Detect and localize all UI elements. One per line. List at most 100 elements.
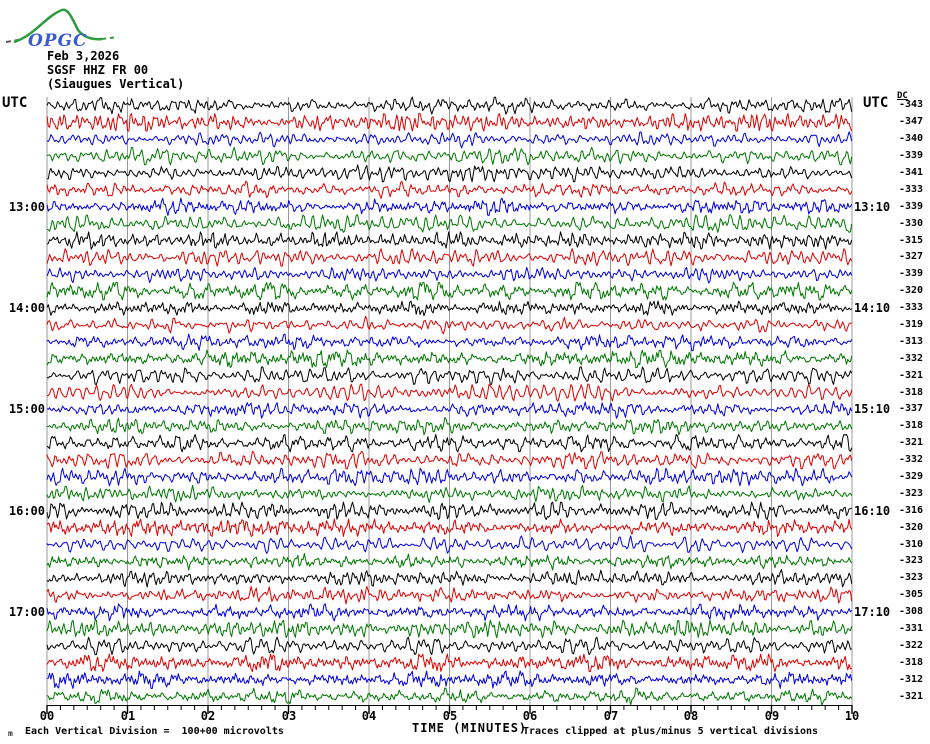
dc-value: -339: [899, 268, 924, 279]
seismogram-trace: [46, 603, 853, 622]
minute-label: 00: [39, 709, 55, 723]
seismogram-trace: [46, 518, 853, 537]
time-axis-title: TIME (MINUTES): [412, 721, 528, 735]
seismogram-trace: [46, 484, 853, 504]
seismogram-trace: [46, 687, 853, 706]
dc-value: -329: [899, 471, 924, 482]
dc-value: -331: [899, 623, 924, 634]
seismogram-trace: [46, 333, 853, 352]
dc-value: -340: [899, 133, 924, 144]
dc-value: -315: [899, 235, 924, 246]
seismogram-trace: [46, 383, 853, 402]
header-station-name: (Siaugues Vertical): [47, 77, 185, 91]
minute-label: 05: [442, 709, 458, 723]
dc-value: -318: [899, 420, 924, 431]
dc-value: -330: [899, 218, 924, 229]
seismogram-trace: [46, 535, 853, 554]
header-date: Feb 3,2026: [47, 49, 120, 63]
dc-value: -347: [899, 116, 924, 127]
dc-value: -333: [899, 184, 924, 195]
seismogram-trace: [46, 636, 852, 656]
seismogram-trace: [46, 553, 853, 571]
minute-label: 07: [603, 709, 619, 723]
seismogram-trace: [46, 96, 853, 115]
minute-label: 10: [844, 709, 860, 723]
seismogram-trace: [46, 214, 853, 233]
dc-value: -308: [899, 606, 924, 617]
hour-label-left: 16:00: [8, 504, 45, 518]
corner-mark: m: [8, 729, 13, 738]
seismogram-trace: [47, 146, 853, 166]
seismogram-trace: [46, 266, 853, 284]
hour-label-left: 17:00: [8, 605, 45, 619]
minute-label: 01: [120, 709, 136, 723]
seismogram-trace: [46, 366, 853, 385]
minute-label: 06: [522, 709, 538, 723]
hour-label-left: 13:00: [8, 200, 45, 214]
dc-value: -321: [899, 370, 924, 381]
seismogram-trace: [46, 586, 853, 605]
hour-label-left: 14:00: [8, 301, 45, 315]
dc-value: -305: [899, 589, 924, 600]
seismogram-trace: [46, 349, 853, 368]
dc-value: -341: [899, 167, 924, 178]
seismogram-trace: [46, 113, 853, 132]
logo-text: OPGC: [28, 31, 88, 51]
dc-value: -323: [899, 555, 924, 566]
hour-label-right: 17:10: [854, 605, 891, 619]
minute-label: 03: [281, 709, 297, 723]
dc-value: -318: [899, 657, 924, 668]
seismogram-trace: [46, 282, 853, 301]
seismogram-trace: [46, 400, 853, 419]
seismogram-trace: [46, 501, 852, 520]
minute-label: 02: [200, 709, 216, 723]
dc-value: -322: [899, 640, 924, 651]
clip-note: Traces clipped at plus/minus 5 vertical …: [523, 726, 819, 737]
dc-value: -318: [899, 387, 924, 398]
dc-column-header: DC: [897, 91, 908, 101]
dc-value: -310: [899, 539, 924, 550]
dc-value: -332: [899, 353, 924, 364]
seismogram-trace: [46, 180, 853, 199]
seismogram-trace: [46, 300, 853, 317]
minute-label: 09: [764, 709, 780, 723]
dc-value: -320: [899, 522, 924, 533]
seismogram-trace: [46, 467, 853, 487]
dc-value: -339: [899, 150, 924, 161]
hour-label-left: 15:00: [8, 402, 45, 416]
minute-label: 04: [361, 709, 377, 723]
seismogram-trace: [46, 670, 853, 689]
dc-value: -321: [899, 691, 924, 702]
seismogram-trace: [46, 131, 853, 149]
dc-value: -319: [899, 319, 924, 330]
seismogram-trace: [46, 569, 853, 588]
hour-label-right: 15:10: [854, 402, 891, 416]
dc-value: -332: [899, 454, 924, 465]
seismogram-trace: [46, 315, 852, 335]
dc-value: -323: [899, 572, 924, 583]
dc-value: -321: [899, 437, 924, 448]
dc-value: -333: [899, 302, 924, 313]
minute-label: 08: [683, 709, 699, 723]
opgc-logo: OPGC: [5, 8, 119, 51]
dc-value: -313: [899, 336, 924, 347]
seismogram-trace: [46, 417, 853, 436]
seismogram-trace: [46, 248, 853, 267]
dc-value: -323: [899, 488, 924, 499]
utc-label-right: UTC: [863, 95, 889, 111]
seismogram-trace: [46, 619, 853, 639]
hour-label-right: 16:10: [854, 504, 891, 518]
dc-value: -339: [899, 201, 924, 212]
vertical-division-note: Each Vertical Division = 100+00 microvol…: [25, 726, 284, 737]
logo-dash-right: [101, 36, 119, 40]
dc-value: -343: [899, 99, 924, 110]
dc-value: -316: [899, 505, 924, 516]
logo-volcano-curve: [13, 8, 103, 44]
hour-label-right: 13:10: [854, 200, 891, 214]
seismogram-trace: [46, 653, 852, 672]
seismogram-trace: [46, 434, 853, 453]
dc-value: -337: [899, 403, 924, 414]
dc-value: -312: [899, 674, 924, 685]
